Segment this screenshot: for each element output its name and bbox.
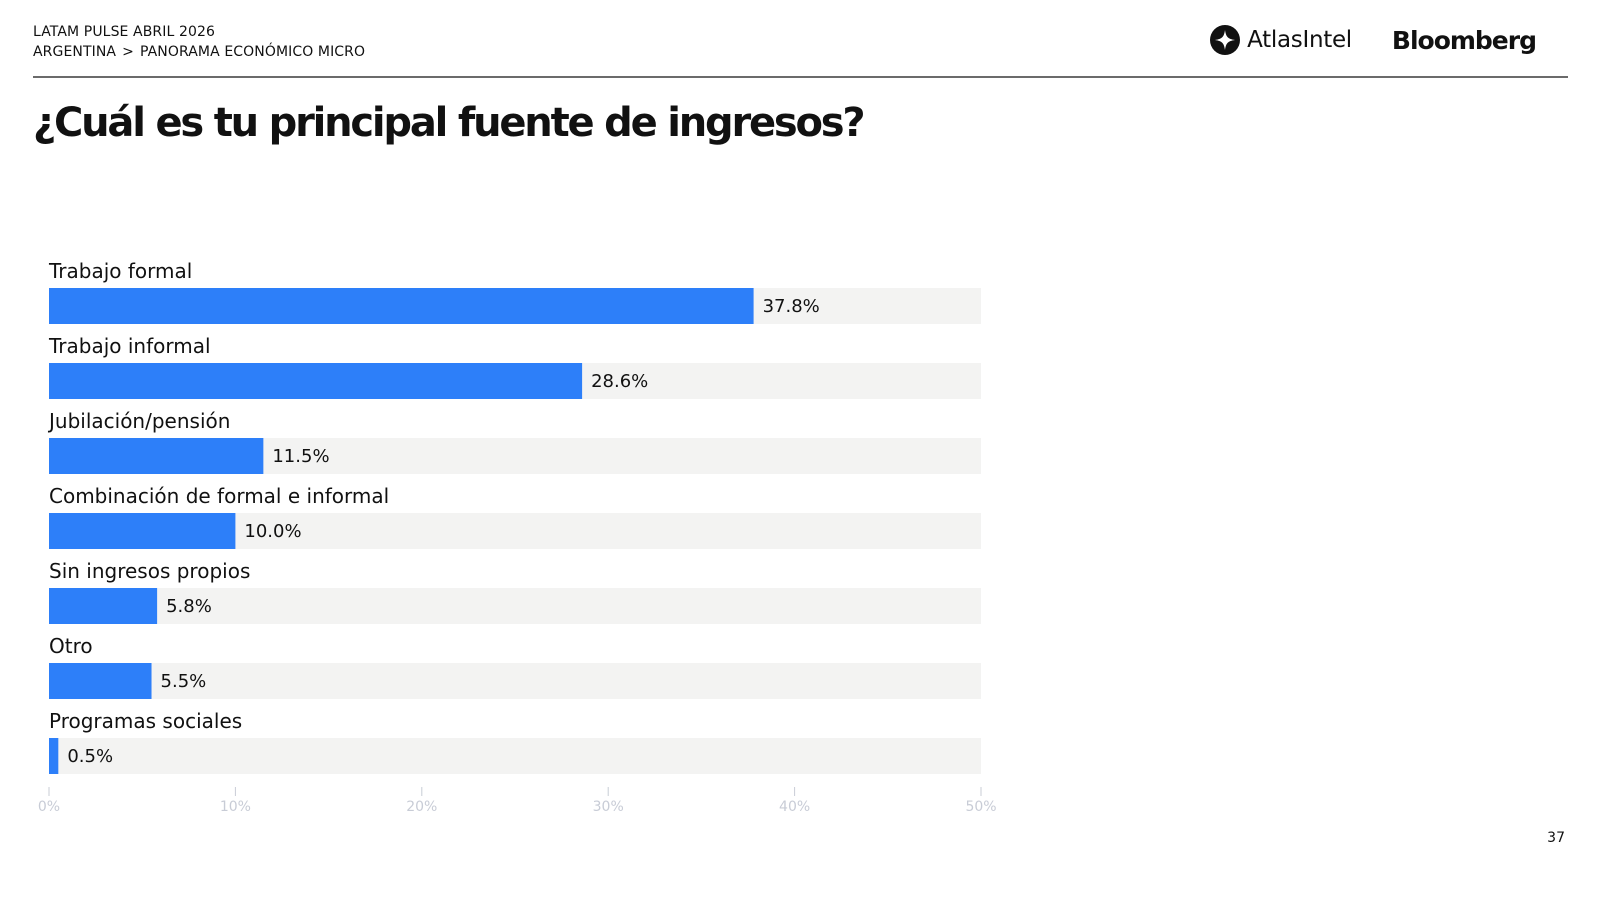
x-tick-label: 50%: [965, 799, 996, 815]
page-number: 37: [1547, 830, 1565, 846]
data-label: 5.5%: [161, 671, 207, 692]
x-tick-label: 10%: [220, 799, 251, 815]
bar: [49, 738, 59, 774]
category-label: Otro: [49, 634, 93, 658]
atlasintel-mark-icon: [1210, 25, 1241, 55]
x-tick-label: 40%: [779, 799, 810, 815]
breadcrumb-item-country: ARGENTINA: [33, 44, 117, 60]
x-tick-label: 0%: [38, 799, 60, 815]
bar: [49, 588, 158, 624]
brand-logos: AtlasIntel Bloomberg: [1209, 20, 1537, 60]
atlasintel-logo: AtlasIntel: [1209, 24, 1352, 56]
bar: [49, 438, 264, 474]
bar-track: [49, 663, 981, 699]
category-label: Combinación de formal e informal: [49, 484, 389, 508]
bar: [49, 363, 583, 399]
atlasintel-wordmark: AtlasIntel: [1247, 27, 1352, 53]
data-label: 5.8%: [166, 596, 212, 617]
bar-track: [49, 588, 981, 624]
bar: [49, 288, 754, 324]
breadcrumb: ARGENTINA > PANORAMA ECONÓMICO MICRO: [33, 42, 365, 62]
bloomberg-logo: Bloomberg: [1391, 25, 1537, 55]
bar-track: [49, 738, 981, 774]
category-label: Trabajo informal: [48, 334, 211, 358]
data-label: 0.5%: [67, 746, 113, 767]
category-label: Programas sociales: [49, 709, 242, 733]
category-label: Trabajo formal: [48, 259, 192, 283]
breadcrumb-separator: >: [122, 44, 134, 60]
category-label: Sin ingresos propios: [49, 559, 250, 583]
x-tick-label: 30%: [593, 799, 624, 815]
data-label: 28.6%: [591, 371, 648, 392]
data-label: 11.5%: [272, 446, 329, 467]
bar: [49, 663, 152, 699]
report-header: LATAM PULSE ABRIL 2026 ARGENTINA > PANORAM…: [33, 22, 365, 62]
report-title: LATAM PULSE ABRIL 2026: [33, 24, 215, 40]
chart-title: ¿Cuál es tu principal fuente de ingresos…: [33, 100, 866, 146]
data-label: 10.0%: [244, 521, 301, 542]
header-divider: [33, 76, 1568, 78]
category-label: Jubilación/pensión: [47, 409, 230, 433]
bar: [49, 513, 236, 549]
data-label: 37.8%: [763, 296, 820, 317]
x-tick-label: 20%: [406, 799, 437, 815]
breadcrumb-item-section: PANORAMA ECONÓMICO MICRO: [139, 44, 366, 60]
